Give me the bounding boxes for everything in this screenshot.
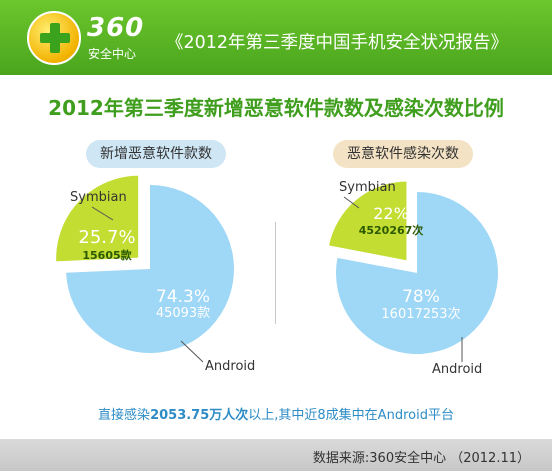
data-source: 数据来源:360安全中心 （2012.11）: [312, 451, 530, 466]
symbian-leader-line: [91, 206, 114, 221]
android-name-label: Android: [205, 359, 255, 374]
360-logo-icon: [27, 11, 81, 65]
summary-prefix: 直接感染: [98, 408, 151, 423]
summary-value: 2053.75万人次: [150, 408, 249, 423]
summary-line: 直接感染2053.75万人次以上,其中近8成集中在Android平台: [0, 404, 552, 423]
brand-number: 360: [87, 13, 145, 43]
symbian-percent-label: 22%: [373, 204, 409, 223]
android-leader-line: [180, 340, 204, 363]
android-name-label: Android: [432, 362, 482, 377]
android-percent-label: 78%: [402, 287, 440, 307]
report-header: 360 安全中心 《2012年第三季度中国手机安全状况报告》: [0, 0, 552, 75]
pie-slice-android: [335, 192, 498, 354]
symbian-percent-label: 25.7%: [78, 227, 135, 248]
pie-slice-symbian: [326, 179, 409, 263]
summary-suffix: 以上,其中近8成集中在Android平台: [248, 408, 454, 423]
android-count-label: 16017253次: [381, 306, 460, 322]
symbian-count-label: 15605款: [82, 248, 132, 262]
pie-slice-android: [66, 185, 234, 353]
symbian-name-label: Symbian: [70, 190, 127, 205]
chart-main-title: 2012年第三季度新增恶意软件款数及感染次数比例: [48, 96, 504, 120]
right-chart-title-pill: 恶意软件感染次数: [333, 140, 473, 168]
symbian-count-label: 4520267次: [359, 223, 424, 237]
pie-slice-symbian: [54, 173, 141, 264]
symbian-leader-line: [343, 196, 360, 209]
android-percent-label: 74.3%: [156, 287, 210, 307]
chart-divider: [275, 222, 276, 324]
left-chart-title-pill: 新增恶意软件款数: [86, 140, 226, 168]
brand-name: 安全中心: [88, 47, 137, 61]
pie-charts: 74.3%45093款 25.7%15605款 Android Symbian 78%1…: [54, 173, 498, 377]
symbian-name-label: Symbian: [339, 180, 396, 195]
android-count-label: 45093款: [156, 306, 210, 321]
source-bar: 数据来源:360安全中心 （2012.11）: [0, 439, 552, 471]
report-title: 《2012年第三季度中国手机安全状况报告》: [166, 33, 509, 53]
